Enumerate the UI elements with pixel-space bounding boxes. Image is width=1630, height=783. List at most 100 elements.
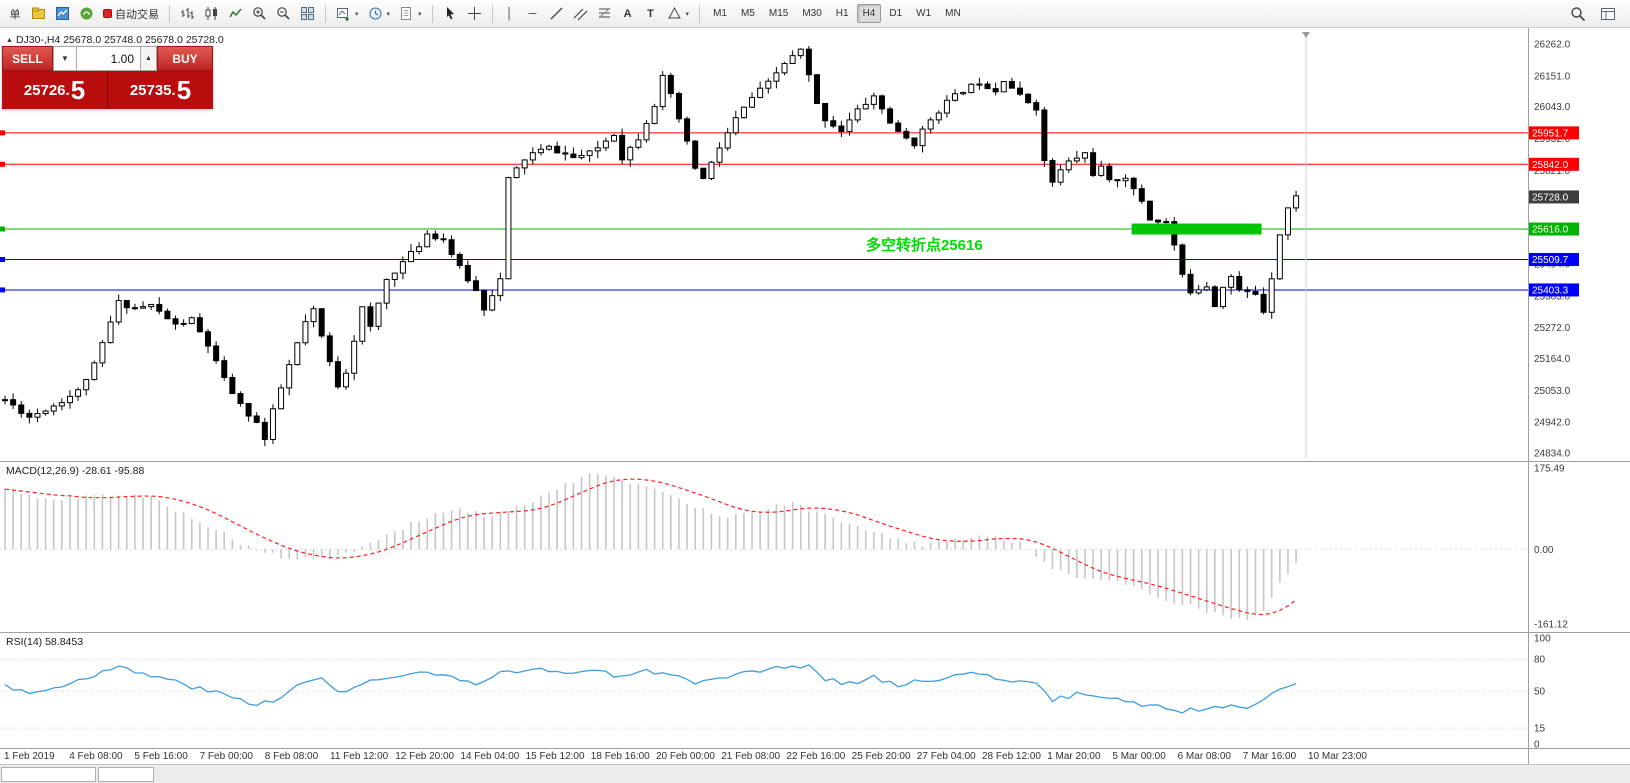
tile-windows-icon (301, 7, 314, 20)
shapes-icon (667, 6, 681, 19)
chart-window-icon[interactable] (27, 3, 50, 25)
time-axis-label: 5 Mar 00:00 (1112, 751, 1166, 762)
timeframe-mn-button[interactable]: MN (945, 8, 961, 19)
toolbar-separator (699, 4, 701, 23)
new-order-label: 单 (9, 8, 21, 21)
autotrading-status-icon (103, 9, 112, 18)
timeframe-h4-button[interactable]: H4 (856, 4, 882, 23)
sell-price-display[interactable]: 25726. 5 (2, 71, 107, 109)
crosshair-tool-button[interactable] (463, 3, 486, 25)
timeframe-m5-button[interactable]: M5 (740, 8, 755, 19)
spinner-up-icon: ▲ (145, 55, 152, 62)
line-chart-button[interactable] (224, 3, 247, 25)
trade-panel: SELL ▼ ▲ BUY 25726. 5 25735. 5 (2, 46, 213, 109)
toolbar-separator (431, 4, 433, 23)
timeframe-w1-button[interactable]: W1 (916, 8, 932, 19)
volume-dropdown-button[interactable]: ▼ (53, 46, 77, 71)
macd-histogram (4, 473, 1297, 620)
toolbar-right-group (1566, 3, 1620, 25)
dropdown-arrow-icon: ▾ (386, 10, 391, 18)
bar-chart-icon (181, 8, 194, 19)
time-axis-label: 8 Feb 08:00 (264, 751, 319, 762)
time-axis-label: 1 Mar 20:00 (1047, 751, 1101, 762)
fibonacci-icon (598, 7, 610, 19)
zoom-out-button[interactable] (272, 3, 295, 25)
price-axis-border (1528, 28, 1529, 764)
trendline-icon (550, 7, 563, 20)
rsi-line (4, 664, 1297, 714)
trendline-tool-button[interactable] (545, 3, 568, 25)
price-badges: 25951.7 25842.0 25616.0 25509.7 25403.3 25728… (1529, 126, 1579, 297)
timeframe-m15-button[interactable]: M15 (768, 8, 789, 19)
svg-text:25383.0: 25383.0 (1534, 291, 1571, 302)
bar-chart-button[interactable] (176, 3, 199, 25)
time-axis-label: 27 Feb 04:00 (916, 751, 976, 762)
symbol-arrow-icon: ▲ (6, 36, 13, 44)
candlestick-chart-icon (205, 7, 217, 20)
svg-text:0.00: 0.00 (1534, 545, 1554, 556)
timeframe-h1-button[interactable]: H1 (835, 8, 849, 19)
timeframe-m1-button[interactable]: M1 (713, 8, 727, 19)
data-window-icon (1601, 7, 1615, 20)
time-axis-label: 6 Mar 08:00 (1177, 751, 1231, 762)
horizontal-line-tool-button[interactable]: ─ (522, 3, 544, 25)
label-tool-button[interactable]: T (640, 3, 662, 25)
search-button[interactable] (1566, 3, 1590, 25)
vertical-line-tool-button[interactable]: │ (499, 3, 521, 25)
svg-text:24834.0: 24834.0 (1534, 449, 1571, 460)
rsi-panel: RSI(14) 58.8453 100 80 50 15 0 (0, 632, 1630, 748)
cursor-tool-button[interactable] (439, 3, 462, 25)
toolbar: 单 自动交易 (0, 0, 1630, 28)
symbol-tab[interactable] (1, 767, 96, 782)
symbol-tab[interactable] (98, 767, 154, 782)
candlestick-chart-button[interactable] (200, 3, 223, 25)
hline-icon: ─ (528, 7, 537, 20)
templates-icon (401, 7, 412, 20)
macd-canvas[interactable]: 175.49 0.00 -161.12 (0, 462, 1630, 632)
timeframe-d1-button[interactable]: D1 (889, 8, 903, 19)
svg-text:50: 50 (1534, 687, 1546, 698)
buy-price-display[interactable]: 25735. 5 (108, 71, 213, 109)
terminal-button[interactable] (75, 3, 98, 25)
sell-button[interactable]: SELL (2, 46, 53, 71)
svg-text:25932.0: 25932.0 (1534, 134, 1571, 145)
volume-up-button[interactable]: ▲ (141, 46, 157, 71)
shapes-tool-button[interactable]: ▾ (663, 3, 694, 25)
templates-button[interactable]: ▾ (395, 3, 426, 25)
text-tool-button[interactable]: A (617, 3, 639, 25)
price-axis-labels: 26262.026151.026043.025932.025821.025494… (1534, 40, 1571, 460)
time-axis-label: 20 Feb 00:00 (656, 751, 715, 762)
sell-price-big-digit: 5 (70, 75, 86, 105)
channel-tool-button[interactable] (569, 3, 592, 25)
svg-text:25164.0: 25164.0 (1534, 354, 1571, 365)
dropdown-arrow-icon: ▾ (355, 10, 359, 18)
svg-text:80: 80 (1534, 655, 1546, 666)
svg-text:26262.0: 26262.0 (1534, 40, 1571, 51)
time-axis-label: 21 Feb 08:00 (721, 751, 781, 762)
rsi-canvas[interactable]: 100 80 50 15 0 (0, 633, 1630, 748)
new-order-button[interactable]: 单 (4, 3, 26, 25)
volume-input[interactable] (77, 46, 141, 71)
zoom-in-button[interactable] (248, 3, 271, 25)
time-axis-label: 5 Feb 16:00 (134, 751, 188, 762)
autotrading-label: 自动交易 (115, 8, 159, 21)
market-watch-button[interactable] (51, 3, 74, 25)
fibonacci-tool-button[interactable] (593, 3, 616, 25)
buy-button[interactable]: BUY (157, 46, 213, 71)
time-axis-label: 4 Feb 08:00 (69, 751, 123, 762)
new-chart-button[interactable]: ▾ (332, 3, 363, 25)
time-axis[interactable]: 1 Feb 2019 4 Feb 08:00 5 Feb 16:00 7 Feb 00… (0, 748, 1630, 764)
terminal-icon (80, 7, 93, 20)
timeframe-m30-button[interactable]: M30 (802, 8, 822, 19)
macd-label: MACD(12,26,9) -28.61 -95.88 (6, 465, 145, 477)
svg-text:25728.0: 25728.0 (1532, 192, 1569, 203)
data-window-button[interactable] (1596, 3, 1620, 25)
autotrading-button[interactable]: 自动交易 (99, 3, 163, 25)
chart-canvas[interactable]: 多空转折点2561626262.026151.026043.025932.025… (0, 28, 1630, 461)
new-chart-icon (337, 8, 349, 21)
timeframe-toolbar: M1 M5 M15 M30 H1 H4 D1 W1 MN (706, 4, 968, 23)
tile-windows-button[interactable] (296, 3, 319, 25)
svg-text:26151.0: 26151.0 (1534, 71, 1571, 82)
profiles-button[interactable]: ▾ (364, 3, 395, 25)
